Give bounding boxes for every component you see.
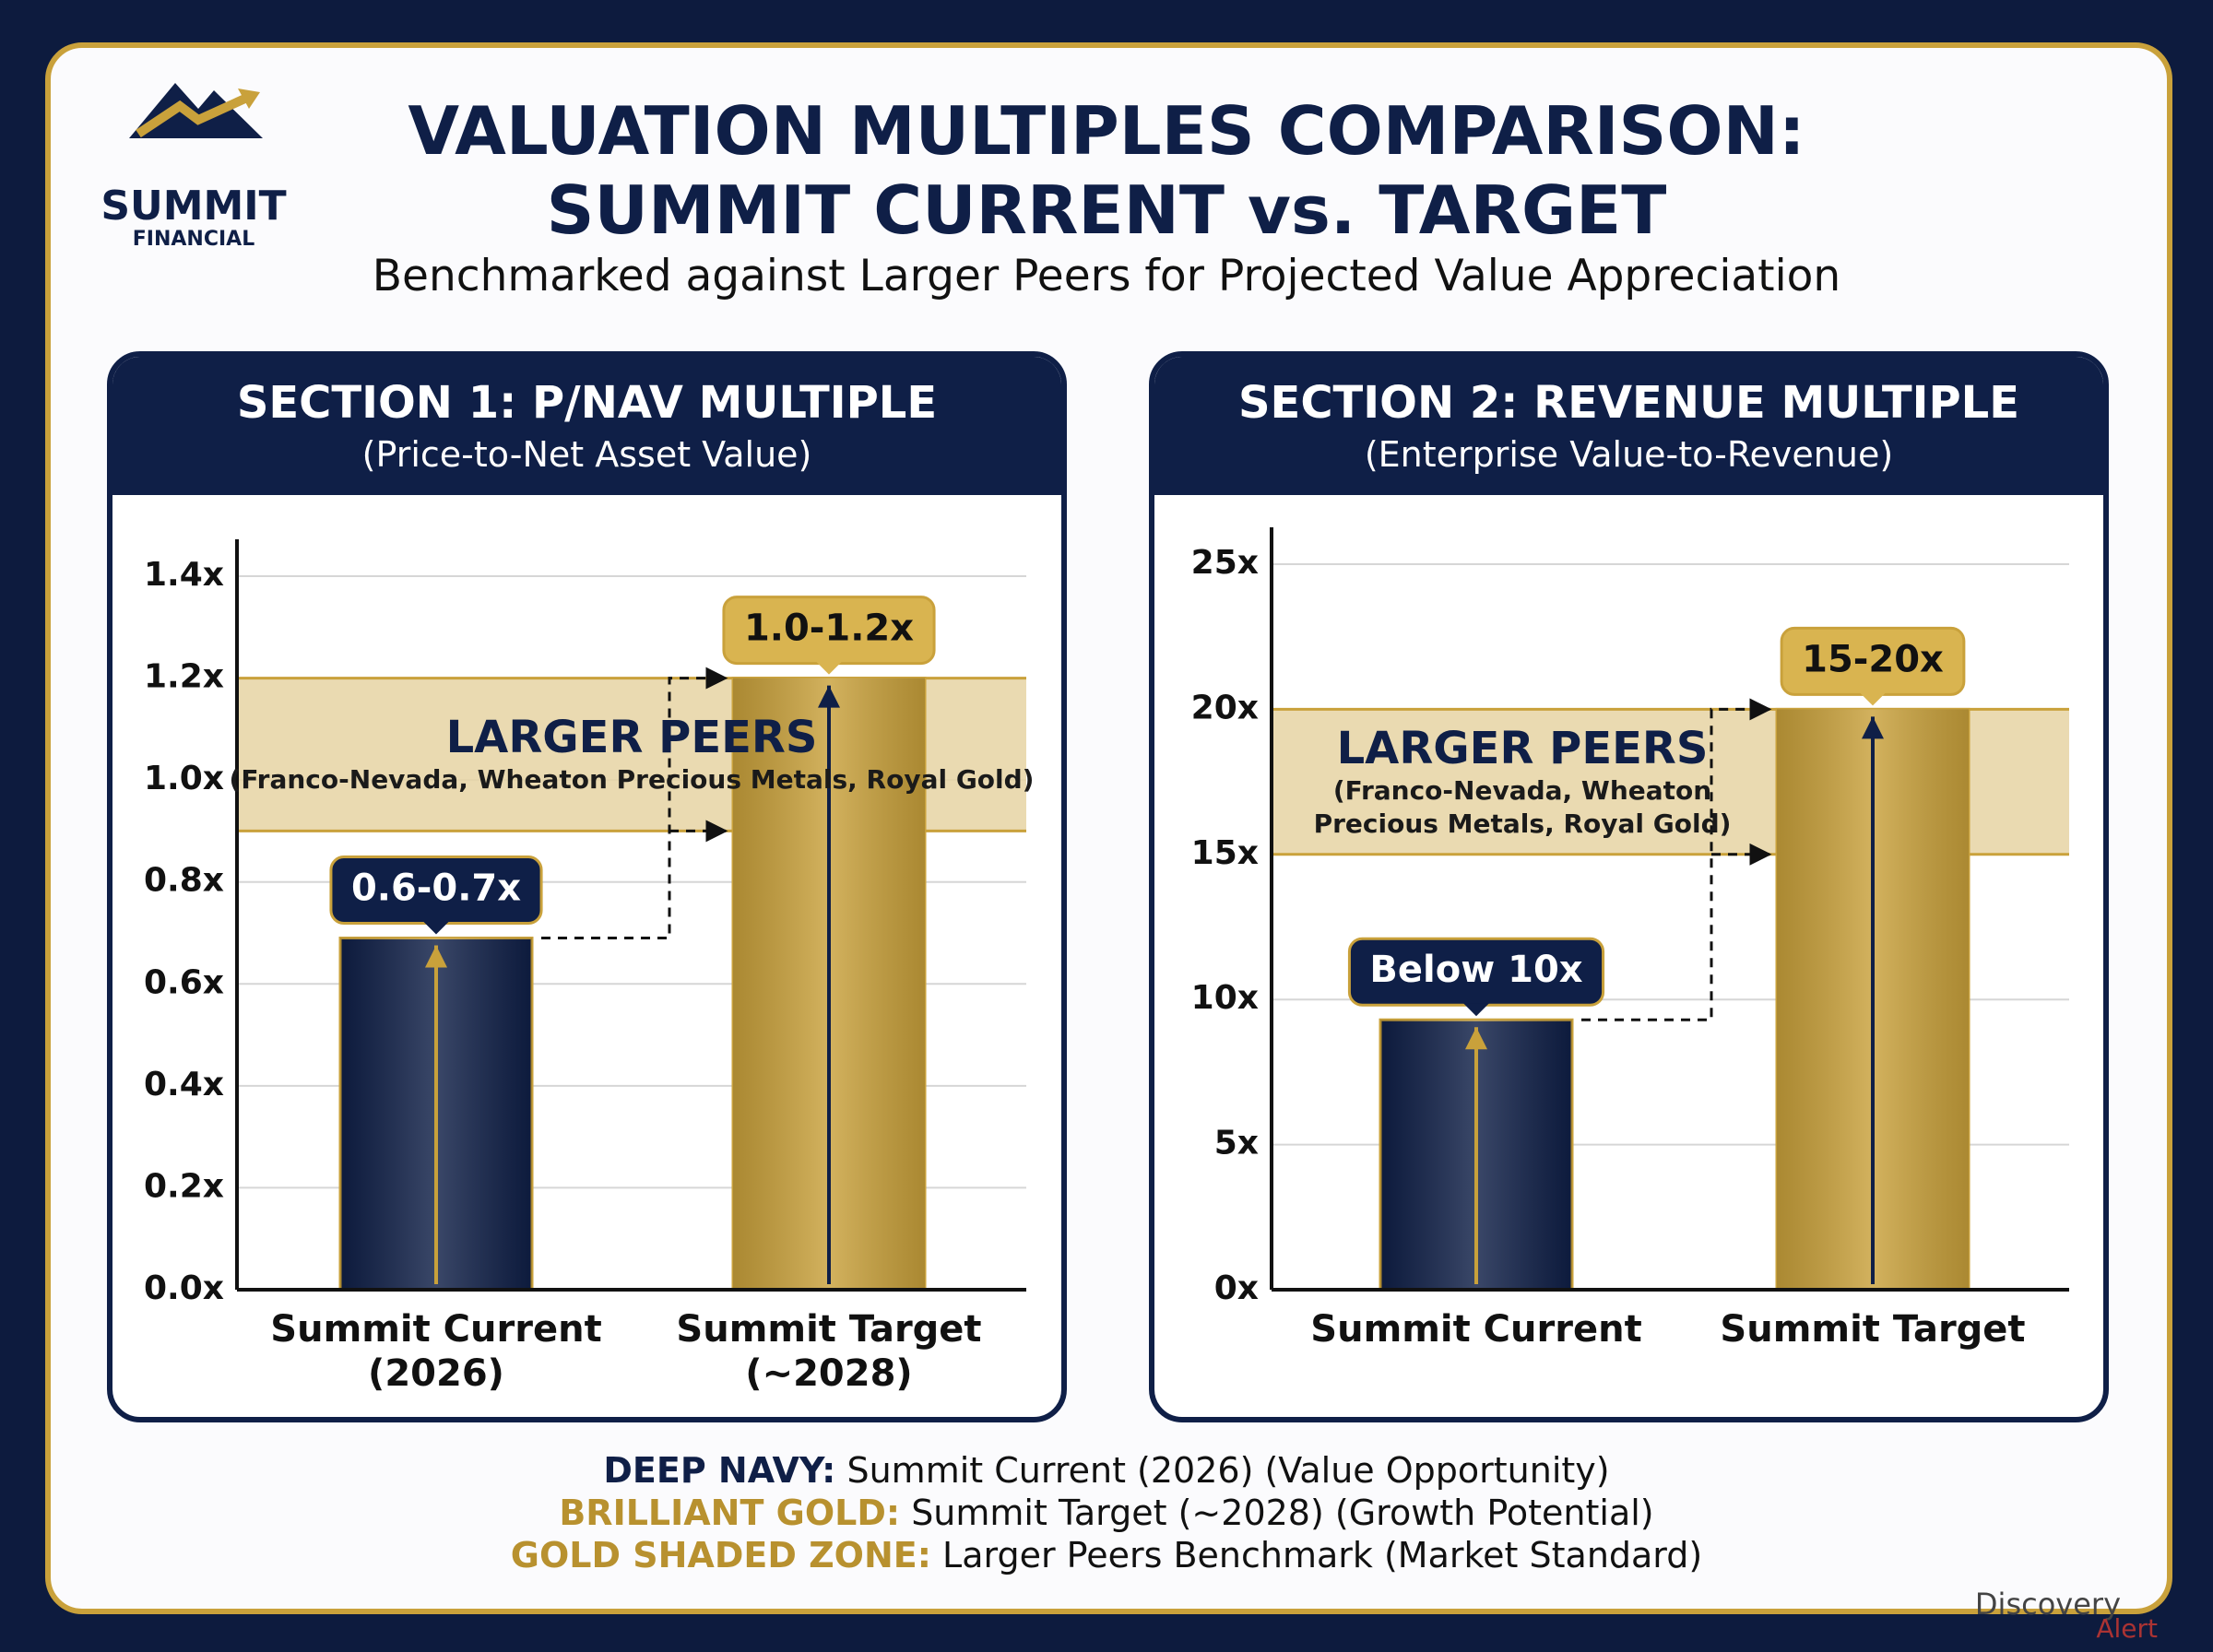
legend-key: BRILLIANT GOLD: — [559, 1493, 901, 1533]
value-callout: Below 10x — [1347, 937, 1605, 1017]
y-tick-label: 0.0x — [144, 1269, 224, 1307]
legend-key: DEEP NAVY: — [603, 1450, 836, 1491]
logo: SUMMIT FINANCIAL — [101, 83, 287, 251]
x-tick-label: Summit Current (2026) — [270, 1308, 602, 1395]
connector — [541, 667, 728, 940]
y-tick-label: 0.6x — [144, 963, 224, 1001]
y-tick-label: 0.8x — [144, 862, 224, 900]
legend-entry: GOLD SHADED ZONE: Larger Peers Benchmark… — [0, 1534, 2213, 1576]
y-tick-label: 1.4x — [144, 556, 224, 594]
y-tick-label: 0.4x — [144, 1066, 224, 1103]
bar-arrowhead — [1465, 1027, 1487, 1050]
bar-arrowhead — [1862, 716, 1884, 739]
x-tick-label: Summit Target (~2028) — [676, 1308, 982, 1395]
logo-arrow — [136, 92, 252, 138]
panel-header: SECTION 2: REVENUE MULTIPLE (Enterprise … — [1154, 357, 2103, 495]
y-tick-label: 1.2x — [144, 658, 224, 696]
y-tick-label: 0.2x — [144, 1167, 224, 1205]
legend-text: Summit Current (2026) (Value Opportunity… — [846, 1450, 1610, 1491]
bar-arrowhead — [818, 685, 840, 708]
legend-text: Larger Peers Benchmark (Market Standard) — [942, 1535, 1703, 1575]
panel: SECTION 1: P/NAV MULTIPLE (Price-to-Net … — [107, 351, 1067, 1422]
y-tick-label: 20x — [1191, 689, 1259, 726]
band-text: LARGER PEERS (Franco-Nevada, Wheaton Prec… — [230, 678, 1035, 832]
value-label: Below 10x — [1369, 949, 1582, 991]
callout-tail — [423, 921, 449, 935]
band-label: LARGER PEERS — [1336, 723, 1709, 775]
value-label: 0.6-0.7x — [351, 867, 521, 910]
x-tick-label: Summit Target — [1720, 1308, 2026, 1351]
value-callout: 1.0-1.2x — [722, 596, 936, 675]
logo-sub: FINANCIAL — [133, 228, 254, 251]
value-label: 15-20x — [1802, 638, 1944, 680]
band-label: LARGER PEERS — [445, 712, 818, 764]
logo-name: SUMMIT — [101, 183, 286, 230]
legend-entry: DEEP NAVY: Summit Current (2026) (Value … — [0, 1449, 2213, 1492]
band-sublabel: (Franco-Nevada, Wheaton Precious Metals,… — [229, 764, 1035, 796]
y-tick-label: 10x — [1191, 979, 1259, 1017]
watermark: Alert — [2096, 1613, 2158, 1644]
value-label: 1.0-1.2x — [744, 608, 914, 650]
y-tick-label: 15x — [1191, 834, 1259, 872]
page-title: VALUATION MULTIPLES COMPARISON: — [408, 92, 1805, 170]
legend: DEEP NAVY: Summit Current (2026) (Value … — [0, 1449, 2213, 1576]
page-subtitle: Benchmarked against Larger Peers for Pro… — [372, 251, 1841, 301]
callout-tail — [1463, 1003, 1489, 1017]
callout-tail — [1860, 692, 1886, 706]
callout-tail — [816, 661, 842, 675]
legend-text: Summit Target (~2028) (Growth Potential) — [911, 1493, 1654, 1533]
connector — [1581, 698, 1772, 1021]
value-callout: 0.6-0.7x — [329, 856, 543, 935]
logo-arrowhead — [238, 88, 260, 109]
y-tick-label: 5x — [1214, 1125, 1259, 1162]
chart-title: SECTION 2: REVENUE MULTIPLE — [1237, 377, 2020, 429]
chart-title: SECTION 1: P/NAV MULTIPLE — [236, 377, 938, 429]
legend-entry: BRILLIANT GOLD: Summit Target (~2028) (G… — [0, 1492, 2213, 1534]
chart-subtitle: (Price-to-Net Asset Value) — [361, 434, 812, 475]
y-tick-label: 25x — [1191, 544, 1259, 582]
y-tick-label: 1.0x — [144, 760, 224, 797]
band-text: LARGER PEERS (Franco-Nevada, Wheaton Prec… — [1274, 709, 1770, 854]
chart-subtitle: (Enterprise Value-to-Revenue) — [1364, 434, 1894, 475]
panel-header: SECTION 1: P/NAV MULTIPLE (Price-to-Net … — [112, 357, 1061, 495]
bar-arrowhead — [425, 945, 447, 968]
y-tick-label: 0x — [1214, 1269, 1259, 1307]
watermark: Discovery — [1975, 1587, 2121, 1622]
x-tick-label: Summit Current — [1310, 1308, 1642, 1351]
page-title: SUMMIT CURRENT vs. TARGET — [546, 171, 1667, 249]
band-sublabel: (Franco-Nevada, Wheaton Precious Metals,… — [1313, 775, 1732, 840]
logo-mountain — [129, 83, 263, 138]
value-callout: 15-20x — [1780, 626, 1966, 706]
legend-key: GOLD SHADED ZONE: — [510, 1535, 931, 1575]
